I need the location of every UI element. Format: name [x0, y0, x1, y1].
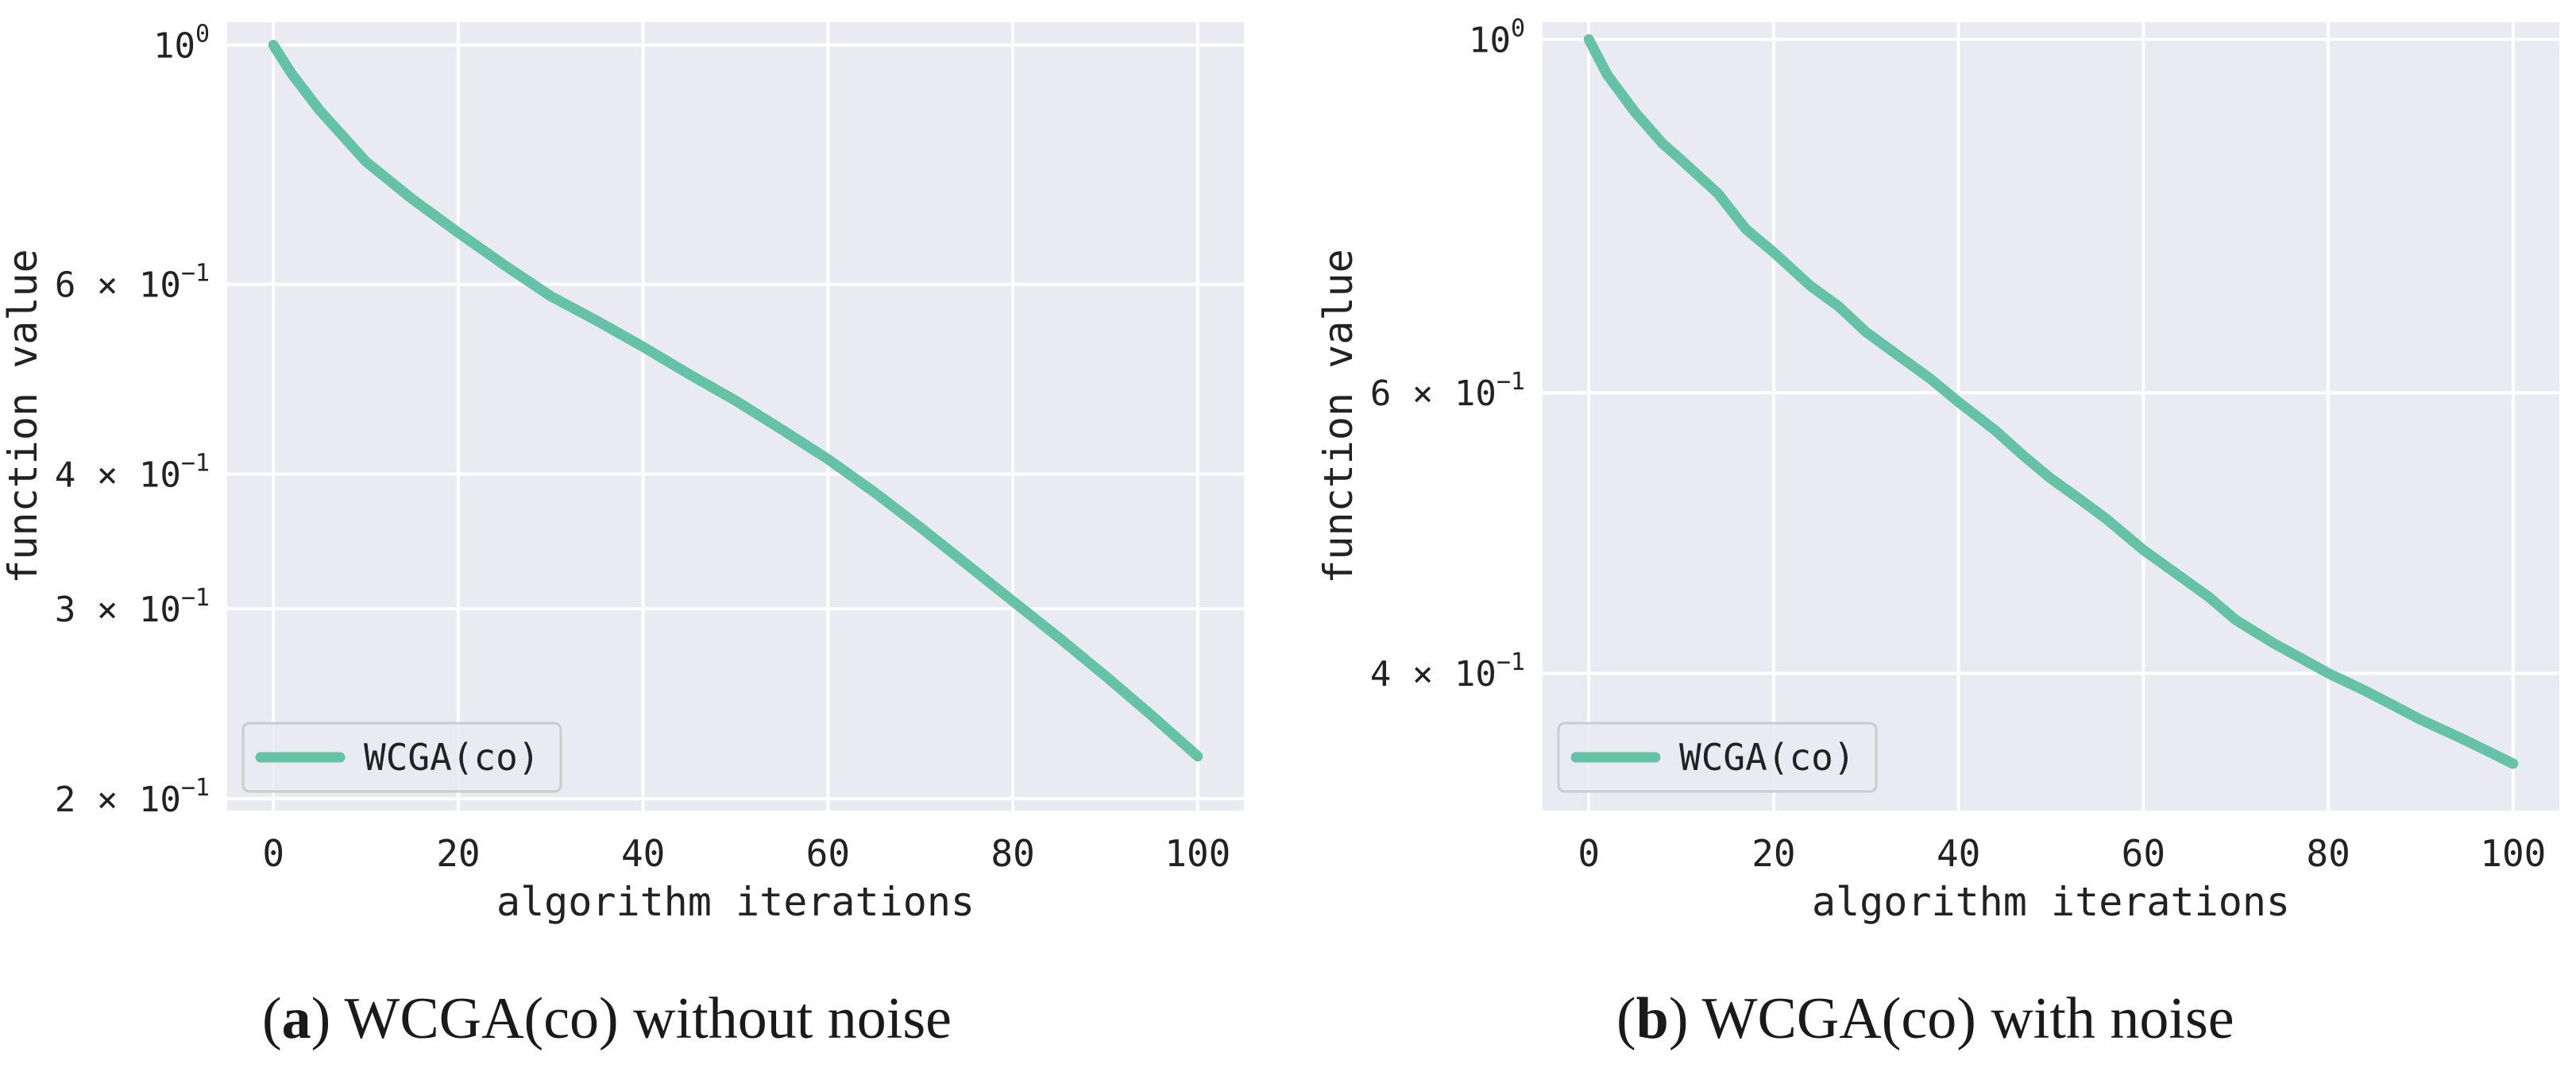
x-tick-label: 20: [436, 832, 480, 875]
y-tick-label: 6 × 10−1: [1370, 368, 1525, 414]
y-tick-mantissa: 6 ×: [1370, 373, 1454, 414]
x-axis-label: algorithm iterations: [1812, 879, 2290, 925]
y-tick-mantissa: 3 ×: [55, 590, 139, 630]
caption-b-label: b: [1636, 986, 1669, 1051]
x-axis-label: algorithm iterations: [496, 879, 975, 925]
y-tick-exponent: −1: [181, 774, 210, 802]
x-tick-label: 60: [806, 832, 850, 875]
x-tick-label: 60: [2122, 832, 2165, 875]
y-tick-base: 10: [139, 590, 181, 630]
plot-area: [1543, 22, 2559, 811]
y-tick-base: 10: [1469, 20, 1511, 60]
legend-box: [241, 722, 562, 793]
series-line-wcga-co: [1583, 34, 2519, 769]
y-tick-exponent: −1: [181, 584, 210, 612]
y-tick-label: 4 × 10−1: [1370, 648, 1525, 695]
caption-b: (b) WCGA(co) with noise: [1616, 986, 2234, 1051]
y-tick-base: 10: [139, 265, 181, 306]
y-tick-base: 10: [139, 455, 181, 496]
y-tick-mantissa: 2 ×: [55, 780, 139, 820]
y-tick-label: 100: [153, 21, 210, 67]
x-tick-label: 0: [1578, 832, 1600, 875]
y-tick-mantissa: 6 ×: [55, 265, 139, 306]
caption-b-text: WCGA(co) with noise: [1701, 986, 2234, 1051]
y-tick-exponent: 0: [195, 21, 210, 48]
y-tick-exponent: −1: [1497, 648, 1525, 676]
y-tick-label: 4 × 10−1: [55, 450, 210, 496]
x-tick-label: 100: [2480, 832, 2546, 875]
plot-area: [227, 22, 1244, 811]
y-tick-base: 10: [1454, 373, 1497, 414]
legend-label: WCGA(co): [364, 736, 540, 779]
x-tick-label: 100: [1164, 832, 1230, 875]
caption-a: (a) WCGA(co) without noise: [262, 986, 952, 1051]
x-tick-label: 20: [1751, 832, 1795, 875]
y-tick-base: 10: [153, 26, 195, 67]
y-axis-label: function value: [1315, 249, 1361, 583]
x-tick-label: 40: [621, 832, 665, 875]
x-tick-label: 80: [991, 832, 1034, 875]
x-tick-label: 0: [262, 832, 284, 875]
y-tick-base: 10: [1454, 654, 1497, 695]
legend: WCGA(co): [241, 722, 562, 793]
caption-a-label: a: [281, 986, 311, 1051]
y-tick-exponent: −1: [1497, 368, 1525, 396]
y-tick-mantissa: 4 ×: [1370, 654, 1454, 695]
y-tick-exponent: −1: [181, 450, 210, 478]
legend-label: WCGA(co): [1679, 736, 1856, 779]
y-tick-label: 3 × 10−1: [55, 584, 210, 630]
x-tick-label: 80: [2306, 832, 2350, 875]
y-tick-base: 10: [139, 780, 181, 820]
y-tick-label: 2 × 10−1: [55, 774, 210, 820]
legend-box: [1557, 722, 1878, 793]
y-tick-label: 100: [1469, 14, 1525, 60]
series-line-wcga-co: [268, 40, 1203, 762]
y-tick-label: 6 × 10−1: [55, 260, 210, 306]
caption-a-text: WCGA(co) without noise: [344, 986, 952, 1051]
x-tick-label: 40: [1937, 832, 1980, 875]
y-tick-exponent: −1: [181, 260, 210, 288]
y-tick-exponent: 0: [1511, 14, 1525, 42]
legend: WCGA(co): [1557, 722, 1878, 793]
y-axis-label: function value: [0, 249, 46, 583]
y-tick-mantissa: 4 ×: [55, 455, 139, 496]
